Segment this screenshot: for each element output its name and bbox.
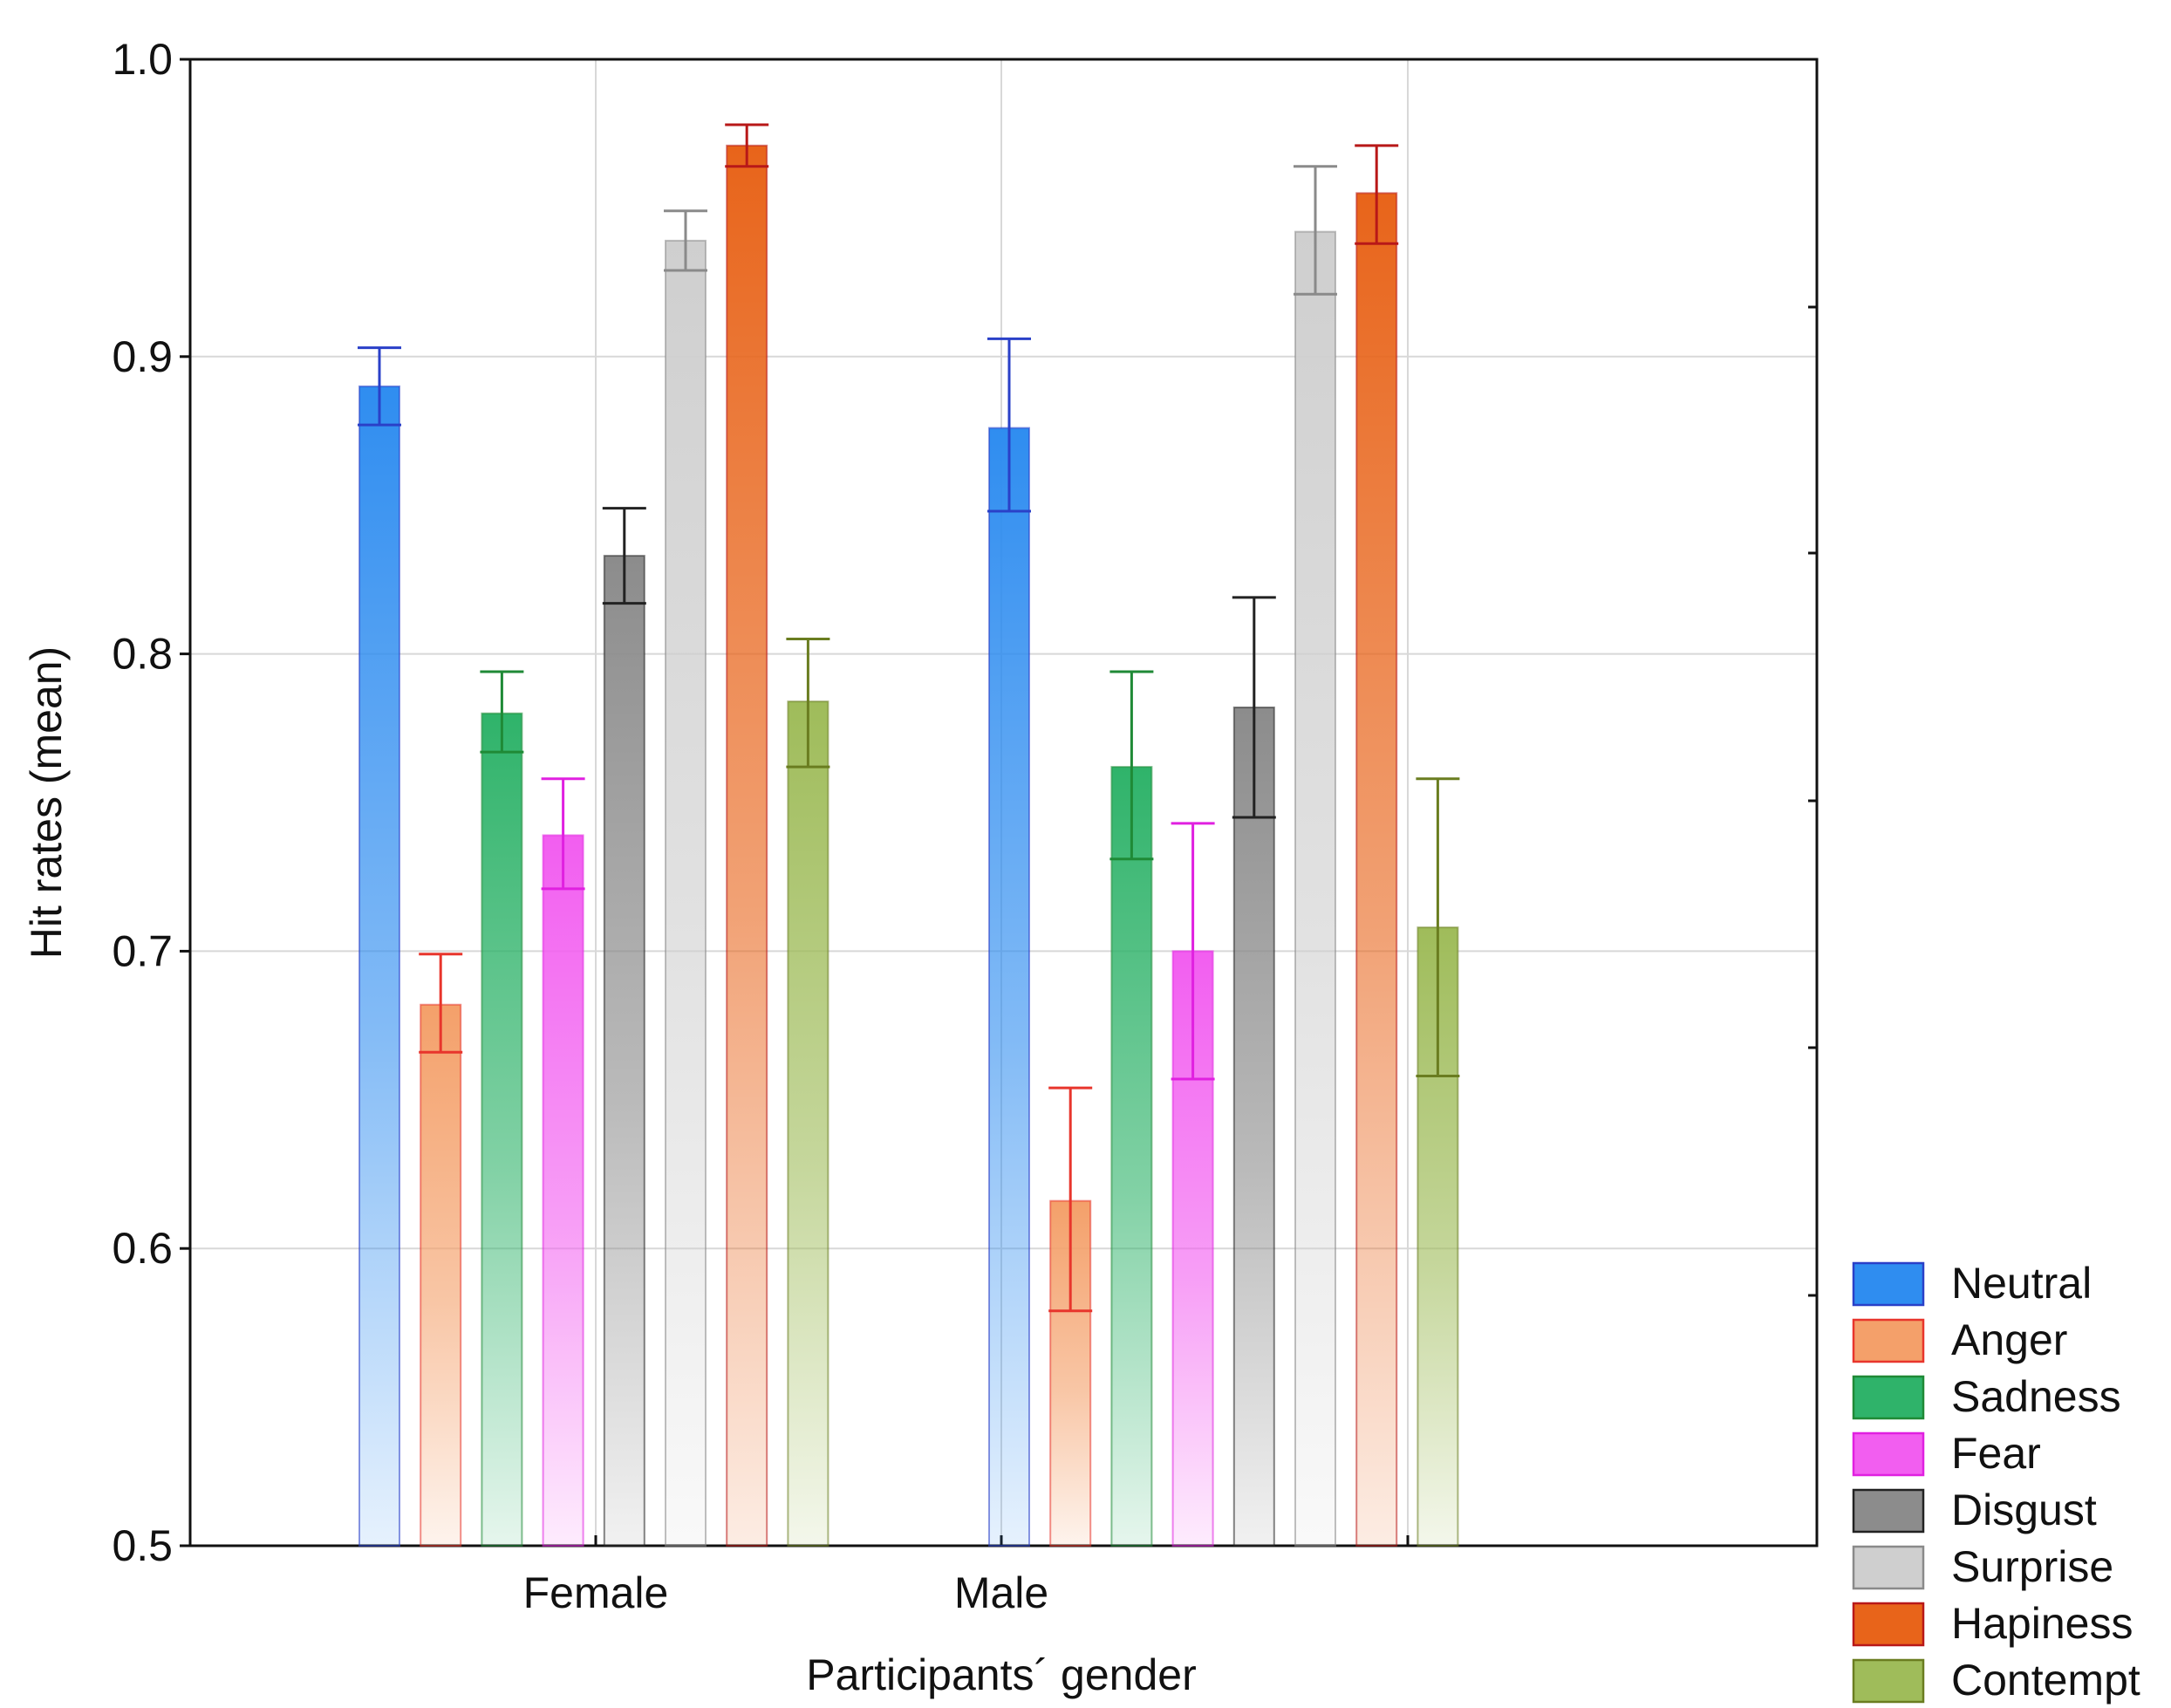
error-bar-male-neutral	[987, 337, 1031, 513]
legend-swatch-contempt	[1852, 1658, 1925, 1704]
bar-male-surprise	[1294, 230, 1336, 1547]
error-bar-male-anger	[1048, 1086, 1093, 1313]
y-tick-label: 0.8	[112, 630, 173, 679]
x-category-label: Male	[954, 1568, 1048, 1617]
y-tick-label: 0.9	[112, 332, 173, 381]
bar-female-disgust	[603, 555, 645, 1547]
error-bar-female-neutral	[358, 346, 401, 427]
bar-female-neutral	[358, 385, 400, 1547]
error-bar-female-sadness	[480, 670, 524, 754]
y-tick-label: 0.7	[112, 926, 173, 975]
y-tick-label: 1.0	[112, 35, 173, 84]
error-bar-male-surprise	[1294, 165, 1337, 296]
legend-swatch-hapiness	[1852, 1602, 1925, 1647]
legend: Neutral Anger Sadness Fear Disgust Surprise Ha…	[1852, 1259, 2140, 1705]
error-bar-male-disgust	[1232, 596, 1276, 819]
bar-male-hapiness	[1355, 192, 1398, 1547]
error-bar-male-contempt	[1416, 777, 1460, 1078]
error-bar-female-anger	[419, 953, 463, 1054]
bar-male-disgust	[1232, 706, 1275, 1547]
y-tick-label: 0.6	[112, 1224, 173, 1273]
bar-male-neutral	[988, 427, 1030, 1547]
error-bar-female-contempt	[786, 638, 830, 769]
legend-swatch-anger	[1852, 1318, 1925, 1363]
bar-female-sadness	[481, 712, 523, 1547]
bar-female-surprise	[665, 239, 707, 1547]
legend-label-surprise: Surprise	[1951, 1542, 2113, 1591]
legend-label-anger: Anger	[1951, 1315, 2067, 1364]
bar-female-anger	[420, 1003, 462, 1547]
bar-male-sadness	[1110, 766, 1153, 1547]
legend-label-fear: Fear	[1951, 1429, 2041, 1478]
legend-label-sadness: Sadness	[1951, 1372, 2121, 1421]
legend-label-neutral: Neutral	[1951, 1259, 2092, 1308]
y-axis-title: Hit rates (mean)	[22, 646, 71, 959]
bar-female-contempt	[787, 700, 829, 1547]
bar-female-hapiness	[726, 144, 768, 1547]
error-bar-female-hapiness	[725, 123, 769, 168]
legend-label-contempt: Contempt	[1951, 1656, 2140, 1705]
error-bar-female-disgust	[602, 507, 646, 605]
legend-swatch-neutral	[1852, 1261, 1925, 1307]
legend-swatch-sadness	[1852, 1375, 1925, 1420]
legend-swatch-fear	[1852, 1431, 1925, 1477]
error-bar-female-surprise	[664, 209, 707, 272]
bar-female-fear	[542, 834, 584, 1547]
x-category-label: Female	[523, 1568, 669, 1617]
error-bar-female-fear	[541, 777, 585, 891]
legend-swatch-surprise	[1852, 1545, 1925, 1590]
x-axis-title: Participants´ gender	[806, 1650, 1196, 1699]
error-bar-male-fear	[1171, 822, 1215, 1081]
error-bar-male-hapiness	[1355, 144, 1399, 245]
legend-label-disgust: Disgust	[1951, 1486, 2097, 1534]
legend-label-hapiness: Hapiness	[1951, 1599, 2133, 1648]
legend-swatch-disgust	[1852, 1488, 1925, 1534]
error-bar-male-sadness	[1109, 670, 1154, 861]
y-tick-label: 0.5	[112, 1521, 173, 1570]
